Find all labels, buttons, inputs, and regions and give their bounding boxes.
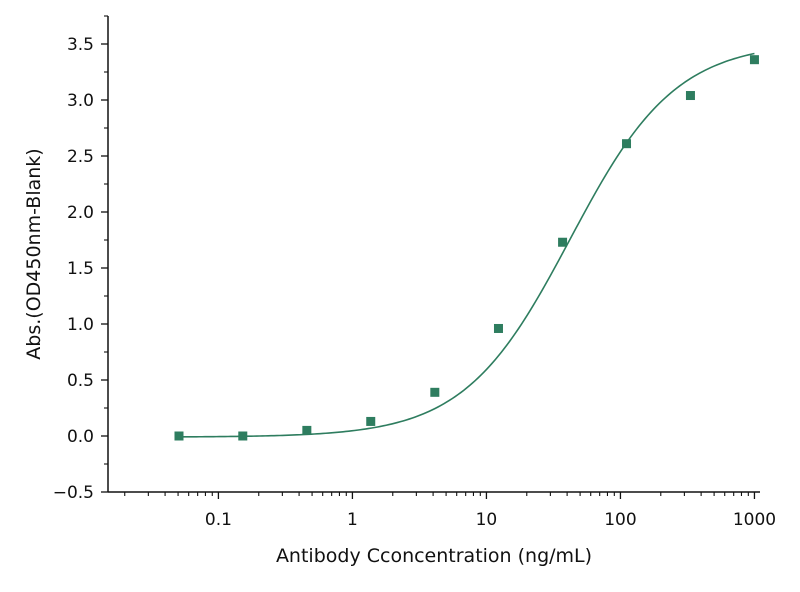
data-point [238,431,248,441]
data-point [558,237,568,247]
x-tick-label: 1 [347,510,358,530]
y-tick-label: 1.0 [67,315,94,335]
data-point [685,91,695,101]
y-tick-label: 0.5 [67,371,94,391]
y-axis-label: Abs.(OD450nm-Blank) [23,148,45,359]
y-tick-label: −0.5 [53,483,94,503]
fit-curve-group [178,52,755,438]
data-point [622,139,632,149]
y-tick-label: 2.5 [67,147,94,167]
data-point [366,416,376,426]
fit-curve [178,52,755,438]
axes: −0.5 0.0 0.5 1.0 1.5 2.0 2.5 3.0 3.5 0.1 1 10 100 100… [53,15,776,530]
data-point [430,387,440,397]
x-axis-label: Antibody Cconcentration (ng/mL) [276,545,592,567]
data-point [174,431,184,441]
x-tick-label: 10 [476,510,498,530]
x-tick-label: 100 [604,510,636,530]
x-tick-label: 0.1 [205,510,232,530]
y-tick-label: 3.5 [67,35,94,55]
y-tick-label: 3.0 [67,91,94,111]
y-tick-label: 0.0 [67,427,94,447]
y-tick-label: 1.5 [67,259,94,279]
data-point [302,425,312,435]
data-points [174,55,759,441]
y-tick-label: 2.0 [67,203,94,223]
data-point [493,323,503,333]
data-point [749,55,759,65]
x-tick-label: 1000 [733,510,776,530]
